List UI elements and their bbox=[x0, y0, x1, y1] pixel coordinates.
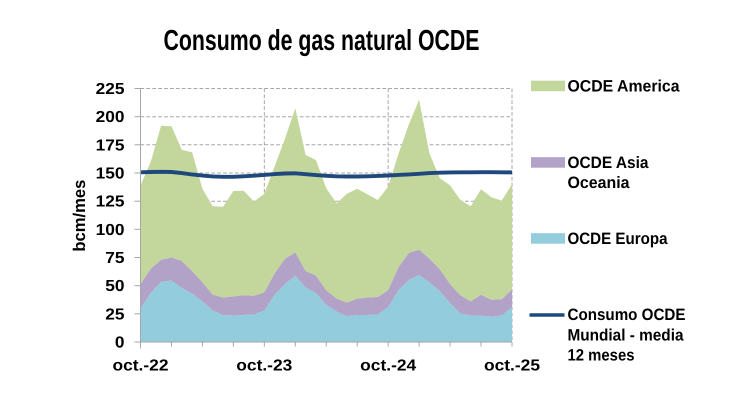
svg-text:oct.-25: oct.-25 bbox=[484, 358, 540, 375]
svg-text:175: 175 bbox=[96, 137, 125, 154]
svg-text:OCDE Asia: OCDE Asia bbox=[568, 154, 650, 172]
svg-text:oct.-22: oct.-22 bbox=[113, 358, 169, 375]
svg-text:Oceania: Oceania bbox=[568, 174, 631, 192]
svg-text:25: 25 bbox=[105, 306, 124, 323]
svg-text:Consumo de gas natural OCDE: Consumo de gas natural OCDE bbox=[164, 25, 480, 57]
svg-text:12 meses: 12 meses bbox=[568, 347, 635, 365]
svg-text:0: 0 bbox=[115, 335, 125, 352]
svg-text:OCDE America: OCDE America bbox=[568, 78, 681, 96]
svg-text:bcm/mes: bcm/mes bbox=[70, 180, 89, 252]
svg-text:oct.-23: oct.-23 bbox=[236, 358, 292, 375]
svg-text:125: 125 bbox=[96, 194, 125, 211]
svg-text:OCDE Europa: OCDE Europa bbox=[568, 230, 669, 248]
svg-text:Consumo OCDE: Consumo OCDE bbox=[568, 306, 686, 324]
svg-text:200: 200 bbox=[96, 109, 125, 126]
svg-text:Mundial - media: Mundial - media bbox=[568, 327, 685, 345]
svg-text:50: 50 bbox=[105, 278, 124, 295]
svg-text:150: 150 bbox=[96, 166, 125, 183]
svg-text:100: 100 bbox=[96, 222, 125, 239]
svg-text:75: 75 bbox=[105, 250, 124, 267]
svg-text:oct.-24: oct.-24 bbox=[360, 358, 416, 375]
svg-text:225: 225 bbox=[96, 81, 125, 98]
